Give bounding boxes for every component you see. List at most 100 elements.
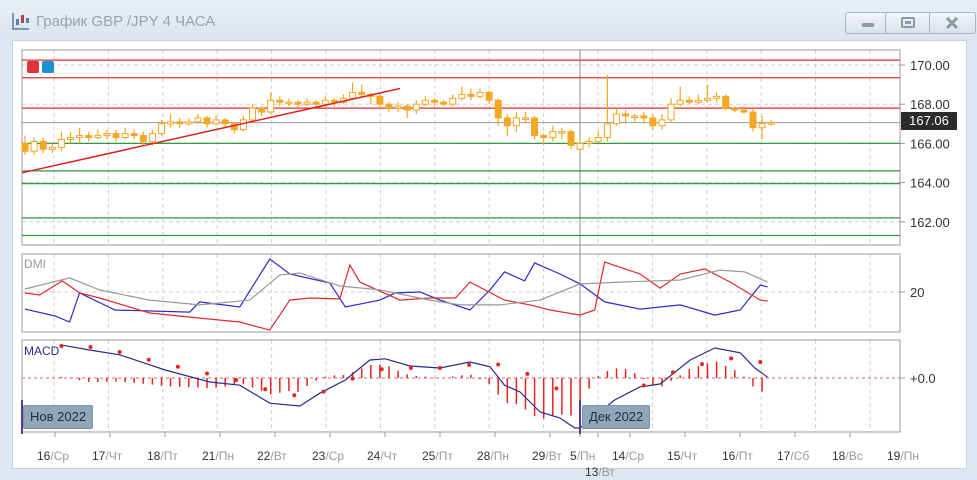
x-axis-label: 17/Сб [777, 449, 809, 463]
x-label-day: 24 [367, 449, 381, 463]
window-title: График GBP /JPY 4 ЧАСА [36, 13, 216, 30]
dmi-plus-line [24, 258, 768, 323]
macd-signal-dot [525, 371, 530, 376]
candle-body [594, 137, 602, 142]
x-axis-label: 16/Пт [722, 449, 753, 463]
legend-swatch-red[interactable] [27, 61, 39, 73]
macd-signal-dot [496, 362, 501, 367]
candle-body [249, 107, 256, 121]
price-tick-label: 164.00 [910, 176, 950, 191]
candle-body [121, 133, 129, 139]
candle-body [212, 119, 220, 125]
candle-body [649, 117, 657, 127]
candle-body [722, 95, 730, 109]
x-label-weekday: /Ср [625, 449, 644, 463]
x-label-weekday: /Пн [490, 449, 509, 463]
x-label-day: 19 [887, 449, 901, 463]
x-label-day: 18 [832, 449, 846, 463]
macd-signal-dot [88, 344, 93, 349]
x-label-weekday: /Пн [577, 449, 596, 463]
x-axis-label: 22/Вт [257, 449, 287, 463]
candle-body [276, 99, 284, 103]
macd-signal-dot [641, 383, 646, 388]
candle-body [294, 101, 302, 105]
x-label-weekday: /Ср [50, 449, 69, 463]
candle-body [704, 97, 711, 101]
chart-app-icon [12, 13, 29, 30]
x-label-day: 17 [777, 449, 791, 463]
x-label-weekday: /Вс [845, 449, 862, 463]
candle-body [694, 99, 702, 103]
candle-body [158, 123, 165, 135]
x-axis-label: 16/Ср [37, 449, 69, 463]
candle-body [531, 117, 539, 137]
legend-swatch-blue[interactable] [42, 61, 54, 73]
candle-body [558, 131, 566, 134]
x-label-weekday: /Пн [215, 449, 234, 463]
candle-body [194, 117, 202, 123]
macd-line [62, 344, 768, 429]
candle-body [731, 107, 739, 111]
candle-body [21, 142, 29, 152]
x-label-weekday: /Пт [160, 449, 178, 463]
candle-body [148, 133, 156, 142]
macd-signal-dot [700, 362, 705, 367]
candle-body [467, 93, 475, 97]
candle-body [685, 99, 693, 103]
x-axis-label: 19/Пн [887, 449, 919, 463]
x-label-day: 15 [667, 449, 681, 463]
macd-signal-dot [321, 389, 326, 394]
x-label-weekday: /Вт [270, 449, 287, 463]
x-axis-label: 13/Вт [585, 465, 615, 479]
x-label-day: 14 [612, 449, 626, 463]
candle-body [567, 131, 575, 146]
minimize-button[interactable] [845, 12, 892, 34]
x-label-day: 16 [37, 449, 51, 463]
x-label-weekday: /Вт [545, 449, 562, 463]
x-axis-label: 15/Чт [667, 449, 698, 463]
macd-tick-label: +0.0 [910, 371, 936, 386]
month-label-nov: Нов 2022 [23, 405, 94, 429]
macd-signal-dot [350, 376, 355, 381]
candle-body [640, 115, 648, 119]
macd-signal-dot [408, 366, 413, 370]
macd-panel [21, 339, 901, 433]
candle-body [603, 123, 611, 139]
candle-body [376, 95, 384, 105]
candle-body [358, 91, 366, 95]
minimize-icon [862, 23, 874, 27]
macd-signal-dot [117, 350, 122, 354]
candle-body [622, 113, 630, 117]
candle-body [303, 101, 311, 105]
candle-body [667, 103, 675, 121]
x-label-day: 22 [257, 449, 271, 463]
macd-signal-dot [670, 370, 675, 375]
candle-body [585, 140, 593, 144]
candle-body [758, 123, 766, 129]
candle-body [713, 95, 721, 99]
close-icon [945, 16, 959, 30]
x-label-weekday: /Пн [900, 449, 919, 463]
x-axis-label: 17/Чт [92, 449, 123, 463]
candle-body [385, 103, 393, 109]
macd-signal-dot [554, 386, 559, 391]
x-label-day: 25 [422, 449, 436, 463]
candle-body [503, 117, 511, 127]
dmi-minus-line [24, 261, 768, 331]
close-button[interactable] [929, 12, 976, 34]
x-label-day: 28 [477, 449, 491, 463]
candle-body [67, 137, 74, 140]
macd-signal-dot [758, 360, 763, 365]
macd-signal-dot [205, 371, 209, 376]
x-axis-label: 29/Вт [532, 449, 562, 463]
candle-body [85, 135, 93, 139]
candle-body [48, 146, 56, 150]
candle-body [57, 138, 65, 148]
x-label-day: 18 [147, 449, 161, 463]
trendline [21, 87, 401, 174]
candle-body [176, 121, 184, 125]
candle-body [221, 119, 229, 125]
candle-body [421, 99, 429, 105]
macd-signal-dot [146, 357, 151, 362]
